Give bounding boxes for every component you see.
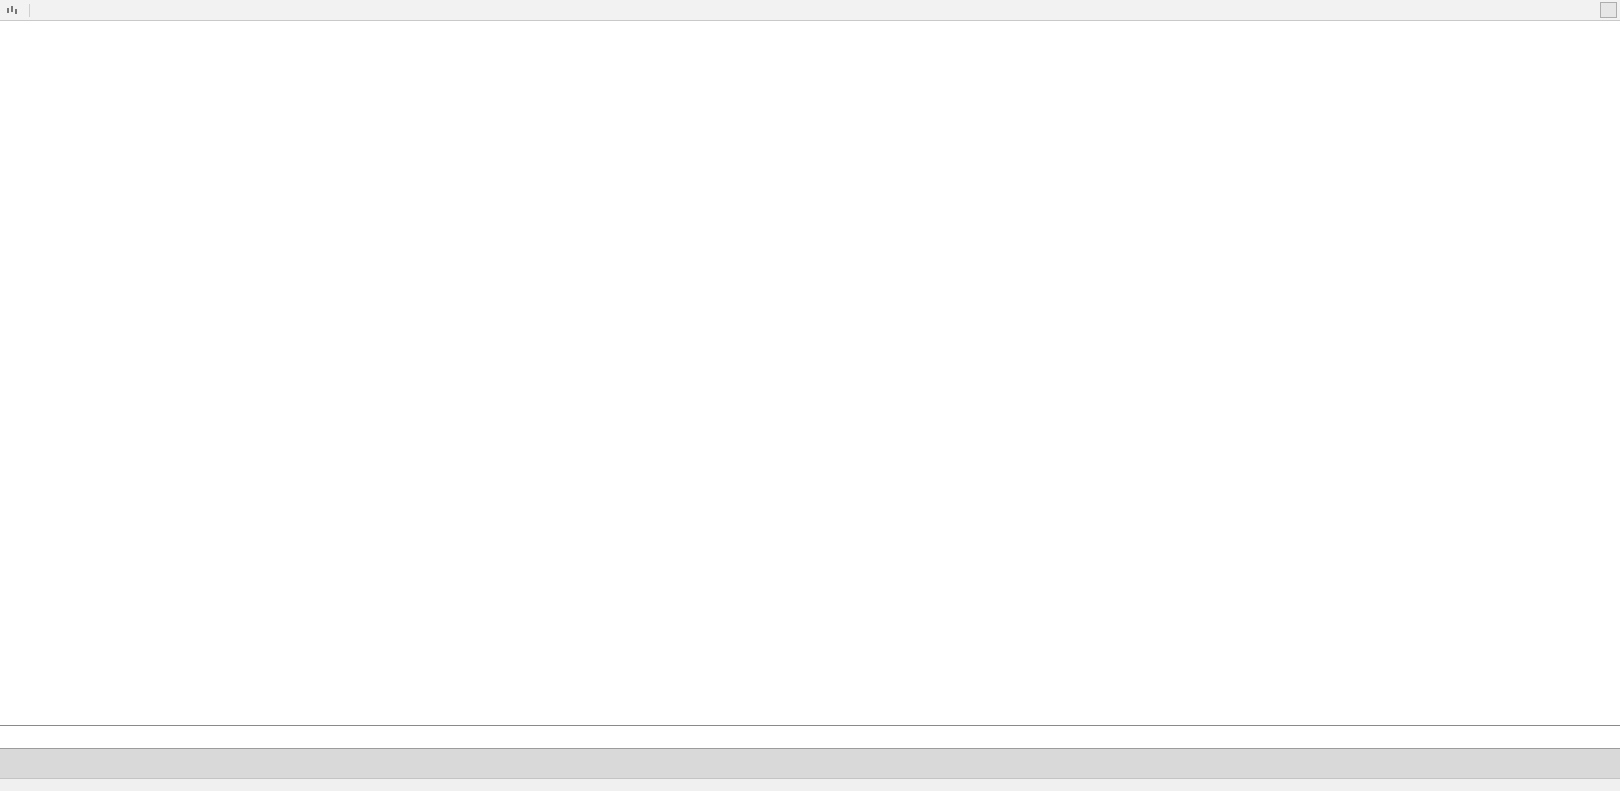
chart-tab-bar — [0, 748, 1620, 778]
timeframe-toolbar — [0, 0, 1620, 21]
toolbar-separator — [29, 3, 30, 17]
date-axis[interactable] — [0, 725, 1620, 748]
chart-area — [0, 21, 1620, 725]
chart-canvas[interactable] — [0, 21, 1620, 725]
bottom-strip — [0, 778, 1620, 791]
toolbar-scroll-button[interactable] — [1600, 2, 1617, 18]
chart-type-icon[interactable] — [3, 4, 23, 16]
candlestick-icon — [7, 6, 17, 14]
